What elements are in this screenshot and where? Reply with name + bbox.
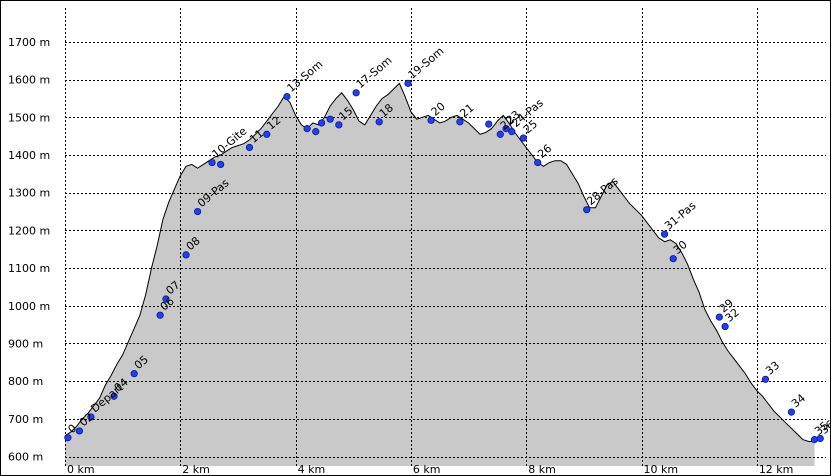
waypoint-marker	[787, 408, 796, 416]
waypoint-marker	[816, 434, 824, 443]
x-tick-label: 10 km	[644, 463, 679, 476]
waypoint-marker	[317, 119, 326, 127]
y-tick-label: 1700 m	[8, 36, 50, 49]
x-tick-label: 6 km	[413, 463, 441, 476]
waypoint-marker	[456, 118, 464, 126]
waypoint-marker	[502, 125, 510, 133]
y-tick-label: 1100 m	[8, 262, 50, 275]
waypoint-marker	[485, 120, 493, 128]
waypoint-marker	[508, 128, 516, 136]
waypoint-marker	[404, 79, 412, 87]
waypoint-marker	[660, 230, 669, 238]
waypoint-marker	[583, 206, 591, 214]
waypoint-marker	[182, 251, 190, 259]
waypoint-marker	[761, 375, 770, 383]
waypoint-marker	[208, 158, 216, 167]
y-tick-label: 600 m	[8, 451, 43, 464]
waypoint-marker	[156, 311, 164, 319]
y-tick-label: 1300 m	[8, 187, 50, 200]
waypoint-marker	[64, 434, 72, 442]
waypoint-marker	[519, 134, 527, 142]
elevation-line	[64, 82, 815, 442]
x-tick-label: 12 km	[759, 463, 794, 476]
waypoint-marker	[130, 370, 138, 378]
waypoint-marker	[303, 125, 311, 133]
waypoint-marker	[75, 427, 84, 435]
waypoint-marker	[715, 313, 723, 321]
waypoint-marker	[496, 130, 504, 138]
waypoint-marker	[721, 322, 729, 331]
waypoint-marker	[217, 160, 225, 169]
x-tick-label: 4 km	[298, 463, 326, 476]
waypoint-marker	[335, 121, 343, 129]
waypoint-marker	[326, 115, 334, 123]
waypoint-marker	[245, 143, 254, 152]
y-tick-label: 1400 m	[8, 149, 50, 162]
waypoint-marker	[375, 118, 383, 126]
waypoint-marker	[669, 255, 677, 263]
y-tick-label: 700 m	[8, 413, 43, 426]
waypoint-marker	[534, 158, 542, 167]
x-tick-label: 0 km	[67, 463, 95, 476]
y-tick-label: 1600 m	[8, 74, 50, 87]
y-tick-label: 800 m	[8, 375, 43, 388]
waypoint-marker	[810, 436, 819, 444]
waypoint-marker	[162, 295, 170, 303]
y-tick-label: 1000 m	[8, 300, 50, 313]
waypoint-marker	[193, 207, 202, 216]
waypoint-marker	[312, 128, 320, 136]
waypoint-marker	[110, 392, 118, 400]
waypoint-marker	[263, 130, 271, 138]
waypoint-marker	[283, 92, 291, 101]
x-tick-label: 8 km	[528, 463, 556, 476]
elevation-area	[65, 83, 815, 467]
waypoint-marker	[427, 116, 435, 124]
waypoint-marker	[352, 89, 360, 97]
y-tick-label: 1200 m	[8, 224, 50, 237]
waypoint-marker	[87, 413, 95, 421]
x-tick-label: 2 km	[182, 463, 210, 476]
y-tick-label: 1500 m	[8, 111, 50, 124]
y-tick-label: 900 m	[8, 337, 43, 350]
